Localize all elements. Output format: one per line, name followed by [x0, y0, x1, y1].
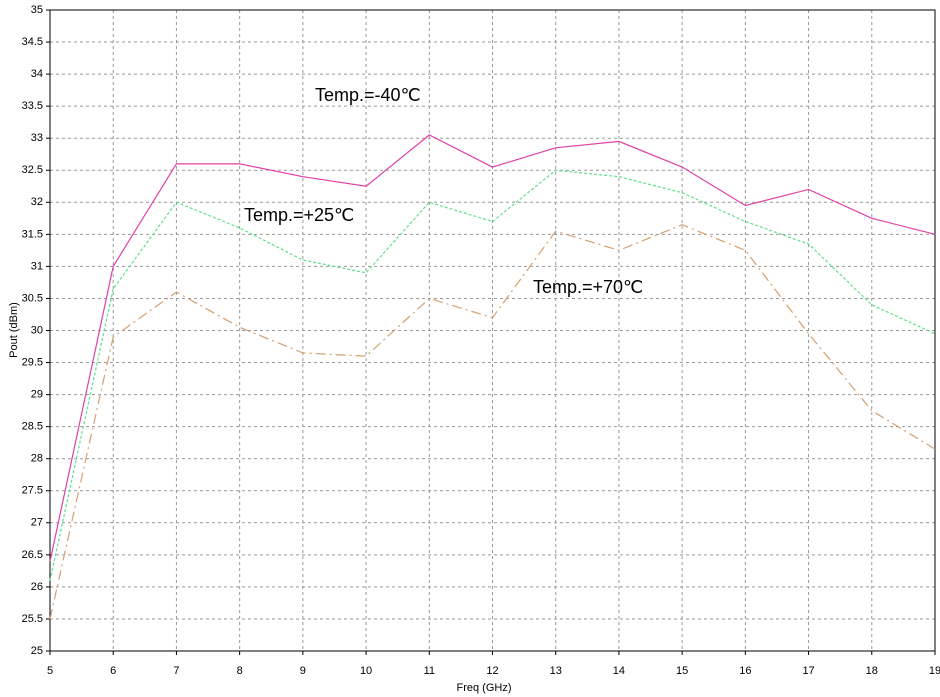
y-tick-label: 32.5: [22, 164, 43, 176]
x-tick-label: 19: [929, 665, 940, 677]
data-line: [49, 134, 936, 562]
x-axis-label: Freq (GHz): [457, 682, 512, 694]
x-tick-label: 5: [47, 665, 53, 677]
y-tick-label: 33: [31, 132, 43, 144]
x-tick-label: 6: [110, 665, 116, 677]
y-tick-label: 28.5: [22, 421, 43, 433]
y-tick-label: 26: [31, 581, 43, 593]
y-tick-label: 30: [31, 324, 43, 336]
y-tick-label: 29: [31, 389, 43, 401]
x-tick-label: 13: [550, 665, 562, 677]
x-tick-label: 16: [739, 665, 751, 677]
x-tick-label: 17: [802, 665, 814, 677]
x-tick-label: 14: [613, 665, 625, 677]
y-tick-label: 35: [31, 4, 43, 16]
x-tick-label: 8: [237, 665, 243, 677]
y-tick-label: 26.5: [22, 549, 43, 561]
annotation: Temp.=+70℃: [533, 277, 643, 297]
y-axis-label: Pout (dBm): [8, 302, 20, 358]
y-tick-label: 31.5: [22, 228, 43, 240]
x-tick-label: 12: [486, 665, 498, 677]
annotation: Temp.=-40℃: [315, 85, 421, 105]
y-tick-label: 33.5: [22, 100, 43, 112]
data-line: [49, 224, 936, 620]
x-tick-label: 18: [866, 665, 878, 677]
x-tick-label: 11: [424, 665, 435, 677]
y-tick-label: 34: [31, 68, 43, 80]
y-tick-label: 34.5: [22, 36, 43, 48]
y-tick-label: 25: [31, 645, 43, 657]
y-tick-label: 27: [31, 517, 43, 529]
y-tick-label: 27.5: [22, 485, 43, 497]
x-tick-label: 10: [360, 665, 372, 677]
x-tick-label: 7: [173, 665, 179, 677]
y-tick-label: 31: [31, 260, 43, 272]
y-tick-label: 32: [31, 196, 43, 208]
plot-border: [49, 9, 936, 652]
data-line: [49, 169, 936, 581]
y-tick-label: 25.5: [22, 613, 43, 625]
y-tick-label: 29.5: [22, 356, 43, 368]
y-tick-label: 28: [31, 453, 43, 465]
x-tick-label: 15: [676, 665, 688, 677]
annotation: Temp.=+25℃: [244, 205, 354, 225]
y-tick-label: 30.5: [22, 292, 43, 304]
x-tick-label: 9: [300, 665, 306, 677]
